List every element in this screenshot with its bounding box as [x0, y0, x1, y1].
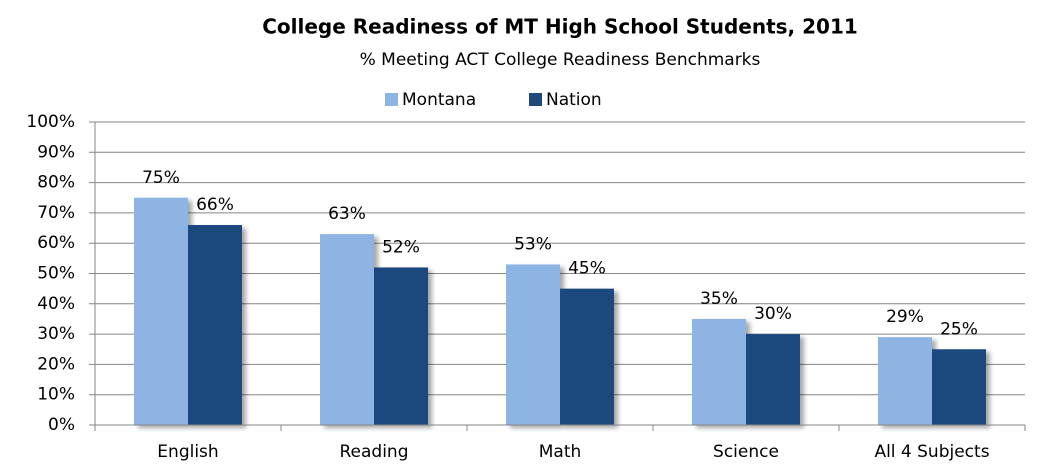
chart-title: College Readiness of MT High School Stud…	[262, 15, 858, 39]
legend-label: Nation	[546, 90, 602, 110]
y-tick-label: 10%	[37, 385, 75, 405]
bar	[506, 264, 560, 425]
value-label: 66%	[196, 195, 234, 215]
value-label: 75%	[142, 168, 180, 188]
x-tick-label: English	[157, 442, 218, 462]
value-label: 45%	[568, 259, 606, 279]
legend-swatch	[385, 93, 398, 106]
bar	[878, 337, 932, 425]
x-tick-label: Reading	[339, 442, 408, 462]
y-tick-label: 80%	[37, 173, 75, 193]
bar	[560, 288, 614, 425]
value-label: 52%	[382, 237, 420, 257]
legend-swatch	[529, 93, 542, 106]
y-tick-label: 0%	[48, 415, 75, 435]
x-tick-label: Science	[713, 442, 779, 462]
value-label: 25%	[940, 319, 978, 339]
x-tick-label: All 4 Subjects	[874, 442, 989, 462]
y-tick-label: 50%	[37, 264, 75, 284]
y-tick-label: 40%	[37, 294, 75, 314]
value-label: 53%	[514, 234, 552, 254]
y-tick-label: 30%	[37, 324, 75, 344]
bar	[320, 234, 374, 425]
bar	[746, 334, 800, 425]
value-label: 30%	[754, 304, 792, 324]
y-tick-label: 90%	[37, 142, 75, 162]
bar	[188, 225, 242, 425]
value-label: 29%	[886, 307, 924, 327]
y-tick-label: 20%	[37, 354, 75, 374]
bar	[932, 349, 986, 425]
x-tick-label: Math	[539, 442, 582, 462]
value-label: 63%	[328, 204, 366, 224]
y-tick-label: 70%	[37, 203, 75, 223]
y-tick-label: 60%	[37, 233, 75, 253]
bar	[692, 318, 746, 425]
y-tick-label: 100%	[26, 112, 75, 132]
bar	[134, 197, 188, 425]
value-label: 35%	[700, 289, 738, 309]
legend-label: Montana	[402, 90, 476, 110]
bar	[374, 267, 428, 425]
chart-subtitle: % Meeting ACT College Readiness Benchmar…	[360, 50, 761, 70]
